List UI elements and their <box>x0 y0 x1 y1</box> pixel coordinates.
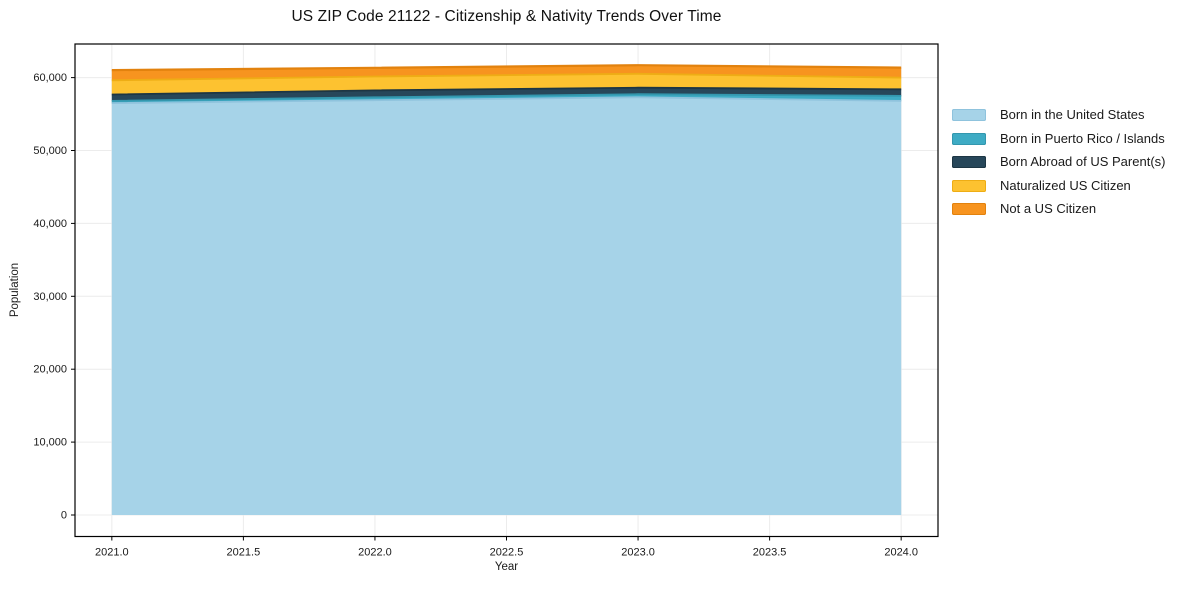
legend-label: Naturalized US Citizen <box>1000 177 1131 193</box>
area-edge-born-in-puerto-rico-islands <box>111 93 902 102</box>
x-tick-label: 2021.0 <box>95 547 129 559</box>
y-tick-label: 50,000 <box>33 145 67 157</box>
y-tick-label: 0 <box>61 509 67 521</box>
y-tick-label: 30,000 <box>33 291 67 303</box>
legend-swatch-icon <box>952 203 986 215</box>
legend-swatch-icon <box>952 109 986 121</box>
y-tick-label: 10,000 <box>33 437 67 449</box>
x-tick-label: 2021.5 <box>227 547 261 559</box>
x-tick-label: 2022.0 <box>358 547 392 559</box>
x-axis-label: Year <box>494 561 519 573</box>
legend: Born in the United States Born in Puerto … <box>952 107 1165 217</box>
legend-item: Not a US Citizen <box>952 201 1165 217</box>
legend-label: Born in Puerto Rico / Islands <box>1000 130 1165 146</box>
legend-label: Born in the United States <box>1000 107 1145 122</box>
legend-item: Born Abroad of US Parent(s) <box>952 154 1165 170</box>
x-tick-label: 2022.5 <box>490 547 524 559</box>
area-edge-not-a-us-citizen <box>111 64 902 72</box>
area-edge-naturalized-us-citizen <box>111 72 902 82</box>
legend-label: Not a US Citizen <box>1000 201 1097 216</box>
legend-label: Born Abroad of US Parent(s) <box>1000 154 1166 169</box>
legend-swatch-icon <box>952 156 986 168</box>
legend-swatch-icon <box>952 132 986 145</box>
x-tick-label: 2024.0 <box>884 547 918 559</box>
y-tick-label: 20,000 <box>33 364 67 376</box>
area-band-born-in-the-united-states <box>111 97 902 516</box>
legend-item: Born in the United States <box>952 107 1165 123</box>
area-band-naturalized-us-citizen <box>111 73 902 95</box>
y-tick-label: 40,000 <box>33 218 67 230</box>
legend-swatch-icon <box>952 179 986 192</box>
legend-item: Born in Puerto Rico / Islands <box>952 131 1165 147</box>
area-edge-born-in-the-united-states <box>111 96 902 104</box>
x-tick-label: 2023.5 <box>753 547 787 559</box>
legend-item: Naturalized US Citizen <box>952 178 1165 194</box>
x-tick-label: 2023.0 <box>621 547 655 559</box>
y-tick-label: 60,000 <box>33 72 67 84</box>
chart-title: US ZIP Code 21122 - Citizenship & Nativi… <box>291 8 722 25</box>
area-edge-born-abroad-of-us-parent-s- <box>111 86 902 96</box>
